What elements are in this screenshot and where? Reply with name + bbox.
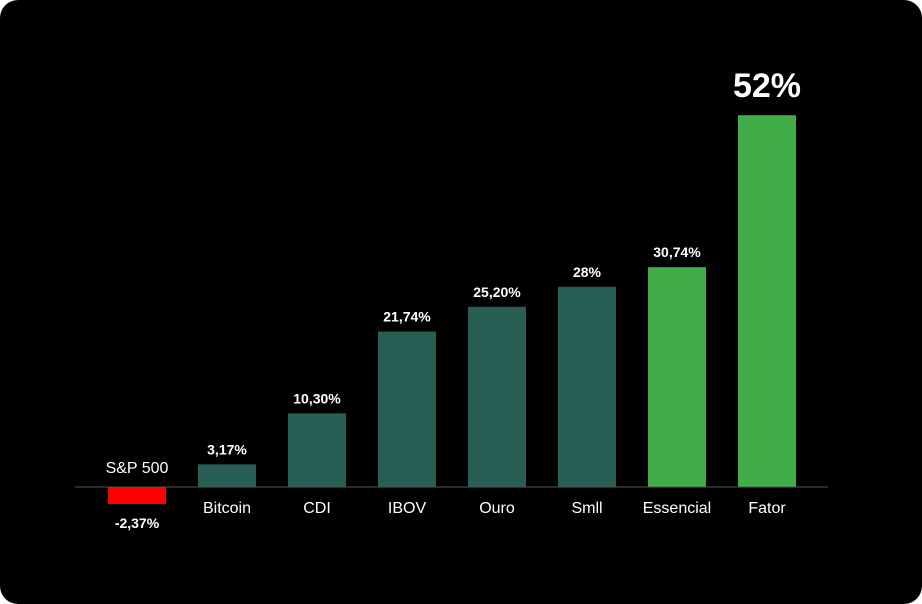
- bar-cdi: [288, 413, 346, 487]
- value-label-cdi: 10,30%: [293, 390, 341, 406]
- category-label-essencial: Essencial: [643, 500, 711, 517]
- category-label-s-p-500: S&P 500: [106, 460, 169, 477]
- value-label-ouro: 25,20%: [473, 284, 521, 300]
- bar-ibov: [378, 331, 436, 487]
- value-label-essencial: 30,74%: [653, 244, 701, 260]
- value-label-smll: 28%: [573, 264, 602, 280]
- bar-essencial: [648, 267, 706, 487]
- bar-smll: [558, 286, 616, 487]
- bar-fator: [738, 115, 796, 487]
- category-label-ouro: Ouro: [479, 500, 515, 517]
- category-label-fator: Fator: [748, 500, 786, 517]
- bar-ouro: [468, 306, 526, 487]
- category-label-ibov: IBOV: [388, 500, 427, 517]
- value-label-s-p-500: -2,37%: [115, 515, 160, 531]
- category-label-cdi: CDI: [303, 500, 331, 517]
- category-label-bitcoin: Bitcoin: [203, 500, 251, 517]
- bar-s-p-500: [108, 487, 166, 504]
- value-label-ibov: 21,74%: [383, 309, 431, 325]
- value-label-fator: 52%: [733, 67, 801, 105]
- bar-bitcoin: [198, 464, 256, 487]
- value-label-bitcoin: 3,17%: [207, 441, 247, 457]
- category-label-smll: Smll: [571, 500, 602, 517]
